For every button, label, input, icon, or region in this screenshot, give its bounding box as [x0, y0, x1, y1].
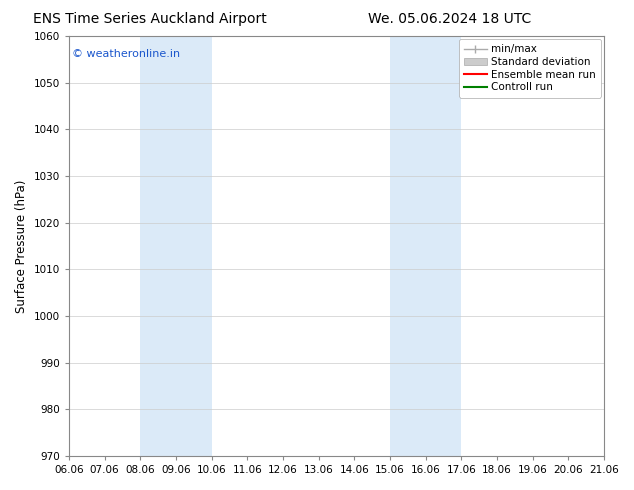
- Legend: min/max, Standard deviation, Ensemble mean run, Controll run: min/max, Standard deviation, Ensemble me…: [459, 39, 601, 98]
- Bar: [390, 36, 462, 456]
- Y-axis label: Surface Pressure (hPa): Surface Pressure (hPa): [15, 179, 28, 313]
- Text: We. 05.06.2024 18 UTC: We. 05.06.2024 18 UTC: [368, 12, 531, 26]
- Bar: [140, 36, 212, 456]
- Text: ENS Time Series Auckland Airport: ENS Time Series Auckland Airport: [32, 12, 266, 26]
- Text: © weatheronline.in: © weatheronline.in: [72, 49, 179, 59]
